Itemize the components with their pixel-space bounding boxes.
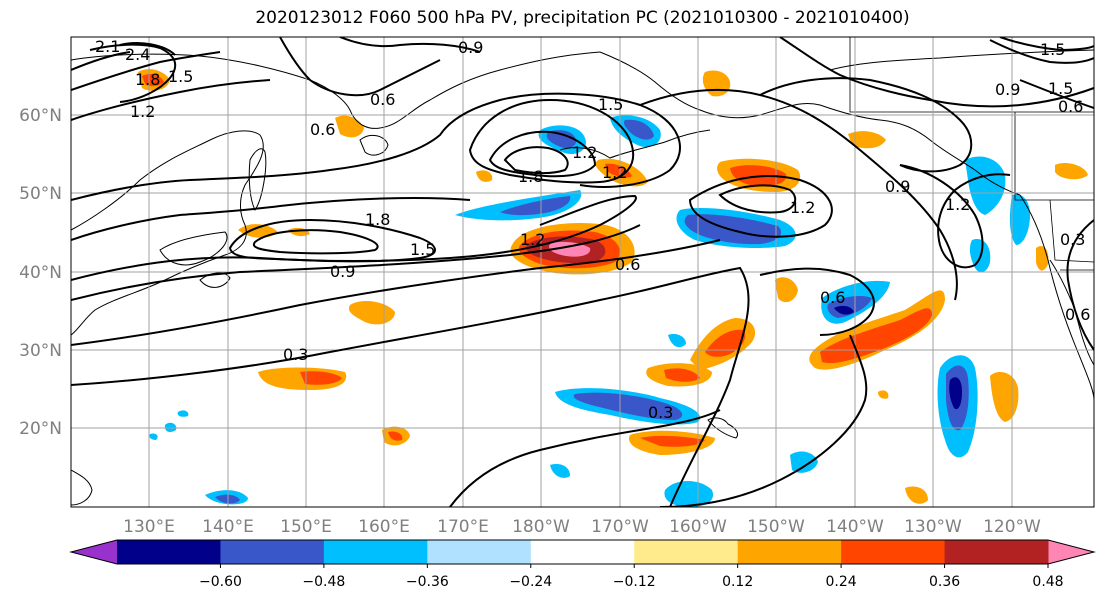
colorbar-segment xyxy=(634,540,739,564)
colorbar-tick-label: 0.24 xyxy=(826,574,857,590)
contour-labels: 2.1 2.4 1.8 1.5 1.2 0.6 0.6 0.9 1.5 1.8 … xyxy=(95,37,1090,422)
svg-text:0.9: 0.9 xyxy=(995,80,1020,99)
boundaries xyxy=(849,37,1094,271)
colorbar-extend-low xyxy=(71,540,117,564)
svg-text:0.9: 0.9 xyxy=(330,262,355,281)
svg-text:1.5: 1.5 xyxy=(598,95,623,114)
svg-text:0.3: 0.3 xyxy=(648,403,673,422)
svg-text:1.5: 1.5 xyxy=(410,240,435,259)
svg-text:170°W: 170°W xyxy=(591,517,649,537)
latitude-labels: 60°N 50°N 40°N 30°N 20°N xyxy=(19,106,62,439)
map-frame xyxy=(70,36,1095,508)
svg-text:1.5: 1.5 xyxy=(1040,40,1065,59)
svg-text:50°N: 50°N xyxy=(19,184,62,204)
colorbar-tick-label: −0.48 xyxy=(302,574,345,590)
svg-text:1.5: 1.5 xyxy=(168,67,193,86)
gridlines xyxy=(71,37,1094,507)
svg-text:170°E: 170°E xyxy=(437,517,489,537)
svg-text:1.8: 1.8 xyxy=(518,167,543,186)
colorbar-segment xyxy=(117,540,221,564)
svg-text:130°E: 130°E xyxy=(123,517,175,537)
svg-text:0.6: 0.6 xyxy=(310,120,335,139)
svg-text:150°E: 150°E xyxy=(280,517,332,537)
colorbar-segments xyxy=(117,540,1049,564)
svg-text:1.2: 1.2 xyxy=(790,198,815,217)
colorbar-segment xyxy=(944,540,1049,564)
longitude-labels: 130°E 140°E 150°E 160°E 170°E 180°W 170°… xyxy=(123,517,1041,537)
svg-text:40°N: 40°N xyxy=(19,263,62,283)
colorbar-extend-high xyxy=(1048,540,1094,564)
colorbar-tick-label: 0.12 xyxy=(722,574,753,590)
colorbar-tick-label: −0.24 xyxy=(509,574,552,590)
svg-text:1.2: 1.2 xyxy=(572,143,597,162)
svg-text:0.6: 0.6 xyxy=(615,255,640,274)
svg-text:160°E: 160°E xyxy=(358,517,410,537)
svg-text:0.9: 0.9 xyxy=(885,177,910,196)
svg-text:0.3: 0.3 xyxy=(283,345,308,364)
colorbar-tick-label: −0.60 xyxy=(199,574,242,590)
svg-text:0.9: 0.9 xyxy=(458,38,483,57)
colorbar-tick-label: 0.36 xyxy=(929,574,960,590)
svg-text:20°N: 20°N xyxy=(19,419,62,439)
svg-text:180°W: 180°W xyxy=(512,517,570,537)
svg-text:1.8: 1.8 xyxy=(365,210,390,229)
map-title: 2020123012 F060 500 hPa PV, precipitatio… xyxy=(255,8,910,28)
colorbar-tick-label: −0.36 xyxy=(406,574,449,590)
svg-text:2.4: 2.4 xyxy=(125,45,150,64)
svg-text:140°W: 140°W xyxy=(826,517,884,537)
colorbar: −0.60 −0.48 −0.36 −0.24 −0.12 0.12 0.24 0.36 0.4… xyxy=(69,539,1096,590)
svg-text:1.2: 1.2 xyxy=(602,163,627,182)
colorbar-segment xyxy=(530,540,635,564)
svg-text:1.2: 1.2 xyxy=(520,230,545,249)
svg-text:1.2: 1.2 xyxy=(945,195,970,214)
colorbar-segment xyxy=(323,540,428,564)
colorbar-tick-label: 0.48 xyxy=(1032,574,1063,590)
svg-text:0.6: 0.6 xyxy=(820,288,845,307)
svg-text:0.6: 0.6 xyxy=(370,90,395,109)
colorbar-tick-label: −0.12 xyxy=(613,574,656,590)
svg-text:30°N: 30°N xyxy=(19,341,62,361)
svg-text:150°W: 150°W xyxy=(747,517,805,537)
svg-text:60°N: 60°N xyxy=(19,106,62,126)
svg-text:140°E: 140°E xyxy=(202,517,254,537)
colorbar-outline xyxy=(69,539,1096,565)
colorbar-segment xyxy=(220,540,325,564)
colorbar-segment xyxy=(737,540,842,564)
coastlines xyxy=(71,49,1094,506)
colorbar-segment xyxy=(427,540,532,564)
svg-text:160°W: 160°W xyxy=(669,517,727,537)
svg-text:0.3: 0.3 xyxy=(1060,230,1085,249)
svg-text:120°W: 120°W xyxy=(983,517,1041,537)
svg-text:0.6: 0.6 xyxy=(1058,97,1083,116)
pv-contours xyxy=(71,37,1094,507)
svg-text:1.2: 1.2 xyxy=(130,102,155,121)
svg-text:1.8: 1.8 xyxy=(135,70,160,89)
map-panel: 2.1 2.4 1.8 1.5 1.2 0.6 0.6 0.9 1.5 1.8 … xyxy=(71,37,1094,507)
svg-text:130°W: 130°W xyxy=(904,517,962,537)
colorbar-ticks: −0.60 −0.48 −0.36 −0.24 −0.12 0.12 0.24 0.36 0.4… xyxy=(199,564,1064,590)
svg-text:1.5: 1.5 xyxy=(1048,79,1073,98)
svg-text:2.1: 2.1 xyxy=(95,37,120,56)
svg-text:0.6: 0.6 xyxy=(1065,305,1090,324)
colorbar-segment xyxy=(841,540,946,564)
